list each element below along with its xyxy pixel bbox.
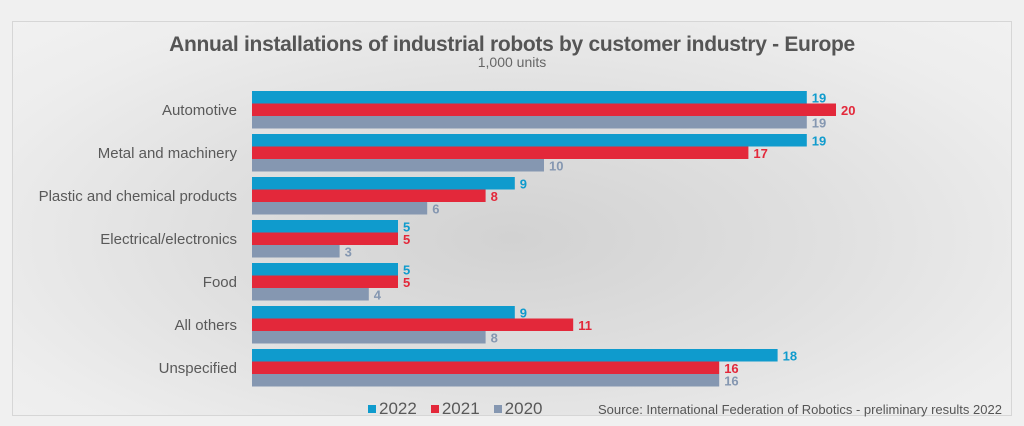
bar-unspecified-2022 <box>252 349 778 362</box>
value-label-automotive-2020: 19 <box>812 116 826 131</box>
bar-plastic-and-chemical-products-2022 <box>252 177 515 190</box>
bar-all-others-2020 <box>252 331 486 344</box>
bar-plastic-and-chemical-products-2021 <box>252 189 486 202</box>
legend-item-2021: 2021 <box>430 399 480 419</box>
bar-automotive-2021 <box>252 103 836 116</box>
category-label-metal-and-machinery: Metal and machinery <box>98 145 238 162</box>
value-label-all-others-2022: 9 <box>520 306 527 321</box>
bar-all-others-2022 <box>252 306 515 319</box>
value-label-metal-and-machinery-2022: 19 <box>812 134 826 149</box>
value-label-all-others-2021: 11 <box>578 318 592 333</box>
legend-item-2022: 2022 <box>368 399 417 419</box>
bar-automotive-2020 <box>252 116 807 129</box>
category-label-food: Food <box>203 274 237 291</box>
bar-plastic-and-chemical-products-2020 <box>252 202 428 215</box>
chart-title: Annual installations of industrial robot… <box>169 33 855 56</box>
bar-metal-and-machinery-2021 <box>252 146 749 159</box>
category-labels: Automotive Metal and machinery Plastic and… <box>39 102 238 377</box>
bar-unspecified-2020 <box>252 374 720 387</box>
value-label-food-2020: 4 <box>374 288 382 303</box>
value-label-plastic-and-chemical-products-2022: 9 <box>520 177 527 192</box>
bar-metal-and-machinery-2022 <box>252 134 807 147</box>
value-label-all-others-2020: 8 <box>491 331 498 346</box>
value-label-plastic-and-chemical-products-2021: 8 <box>491 189 498 204</box>
category-label-electrical-electronics: Electrical/electronics <box>100 231 237 248</box>
value-label-electrical-electronics-2022: 5 <box>403 220 410 235</box>
chart-subtitle: 1,000 units <box>477 54 547 70</box>
bar-unspecified-2021 <box>252 361 720 374</box>
legend-swatch-2021 <box>430 405 439 413</box>
bar-electrical-electronics-2022 <box>252 220 398 233</box>
value-label-food-2022: 5 <box>403 263 410 278</box>
legend-label-2020: 2020 <box>504 399 543 418</box>
value-label-unspecified-2022: 18 <box>783 349 797 364</box>
category-label-unspecified: Unspecified <box>159 360 237 377</box>
legend-swatch-2022 <box>368 405 376 413</box>
bar-food-2021 <box>252 275 398 288</box>
legend-item-2020: 2020 <box>493 399 543 419</box>
bar-food-2022 <box>252 263 398 276</box>
value-label-food-2021: 5 <box>403 275 410 290</box>
value-label-unspecified-2020: 16 <box>724 374 738 389</box>
bar-automotive-2022 <box>252 91 807 104</box>
bar-metal-and-machinery-2020 <box>252 159 544 172</box>
bar-food-2020 <box>252 288 369 301</box>
value-label-plastic-and-chemical-products-2020: 6 <box>432 202 439 217</box>
source-note: Source: International Federation of Robo… <box>598 402 1002 417</box>
legend-label-2021: 2021 <box>441 399 480 418</box>
bar-electrical-electronics-2020 <box>252 245 340 258</box>
bar-all-others-2021 <box>252 318 574 331</box>
value-label-electrical-electronics-2021: 5 <box>403 232 410 247</box>
legend-swatch-2020 <box>493 405 502 413</box>
value-label-automotive-2021: 20 <box>841 103 855 118</box>
value-label-unspecified-2021: 16 <box>724 361 738 376</box>
bar-electrical-electronics-2021 <box>252 232 398 245</box>
value-label-electrical-electronics-2020: 3 <box>345 245 352 260</box>
legend-label-2022: 2022 <box>379 399 417 418</box>
value-label-metal-and-machinery-2020: 10 <box>549 159 563 174</box>
legend: 2022 2021 2020 <box>368 399 542 419</box>
category-label-automotive: Automotive <box>162 102 237 119</box>
bars <box>252 91 836 387</box>
category-label-all-others: All others <box>174 317 237 334</box>
value-label-automotive-2022: 19 <box>812 91 826 106</box>
value-label-metal-and-machinery-2021: 17 <box>753 146 767 161</box>
category-label-plastic-and-chemical-products: Plastic and chemical products <box>39 188 237 205</box>
